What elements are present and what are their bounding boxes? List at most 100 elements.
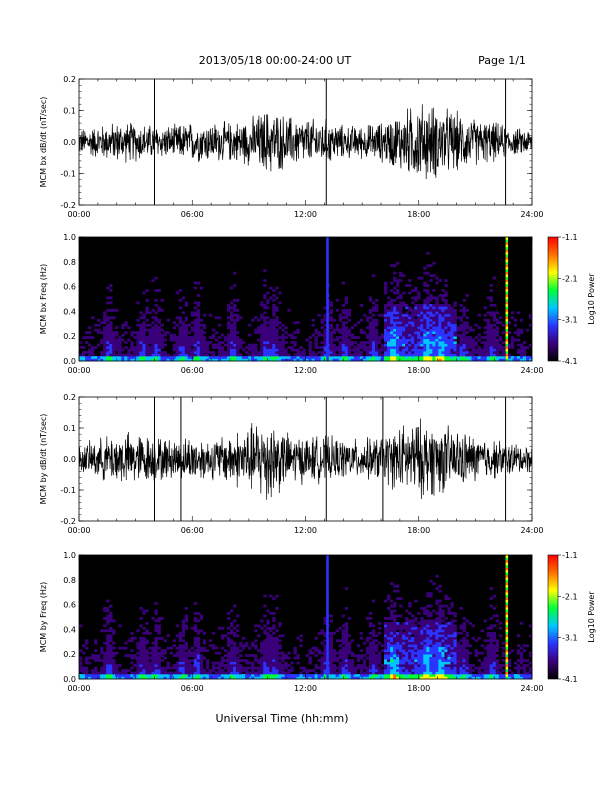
heatmap-cell: [447, 626, 451, 630]
heatmap-cell: [471, 341, 475, 344]
heatmap-cell: [154, 341, 158, 344]
heatmap-cell: [230, 301, 234, 305]
heatmap-cell: [441, 311, 445, 315]
heatmap-cell: [154, 639, 158, 643]
heatmap-cell: [109, 639, 113, 643]
heatmap-cell: [251, 669, 255, 672]
heatmap-cell: [356, 356, 361, 359]
heatmap-cell: [450, 624, 454, 628]
heatmap-cell: [82, 671, 86, 675]
heatmap-cell: [486, 333, 491, 337]
heatmap-cell: [441, 294, 445, 297]
x-tick-label: 18:00: [407, 526, 430, 535]
heatmap-cell: [121, 669, 125, 672]
heatmap-cell: [214, 661, 219, 665]
heatmap-cell: [377, 631, 382, 635]
heatmap-cell: [139, 664, 143, 667]
heatmap-cell: [151, 669, 155, 672]
heatmap-cell: [260, 343, 264, 347]
heatmap-cell: [459, 351, 463, 354]
heatmap-cell: [393, 311, 397, 315]
heatmap-cell: [344, 656, 349, 660]
heatmap-cell: [362, 343, 367, 347]
heatmap-cell: [302, 356, 306, 359]
heatmap-cell: [450, 313, 454, 317]
heatmap-cell: [263, 664, 267, 667]
heatmap-cell: [420, 358, 424, 362]
heatmap-cell: [335, 674, 340, 677]
heatmap-cell: [226, 674, 231, 677]
heatmap-cell: [175, 669, 179, 672]
heatmap-cell: [429, 612, 433, 615]
heatmap-cell: [157, 333, 161, 337]
heatmap-cell: [332, 353, 336, 357]
heatmap-cell: [314, 671, 318, 675]
heatmap-cell: [384, 666, 388, 670]
heatmap-cell: [426, 356, 430, 359]
heatmap-spike-cell: [326, 356, 329, 359]
heatmap-cell: [226, 343, 231, 347]
colorbar-tick-label: -2.1: [562, 274, 578, 283]
heatmap-cell: [106, 661, 110, 665]
heatmap-cell: [350, 341, 355, 344]
heatmap-cell: [414, 646, 418, 650]
heatmap-cell: [199, 629, 204, 633]
heatmap-cell: [160, 671, 164, 675]
heatmap-cell: [353, 341, 358, 344]
heatmap-cell: [109, 614, 113, 618]
heatmap-cell: [480, 353, 484, 357]
heatmap-cell: [97, 671, 101, 675]
heatmap-cell: [362, 666, 367, 670]
heatmap-cell: [290, 661, 294, 665]
heatmap-cell: [432, 644, 436, 648]
heatmap-cell: [136, 646, 140, 650]
heatmap-cell: [296, 348, 300, 352]
heatmap-cell: [139, 358, 143, 362]
heatmap-cell: [396, 316, 400, 320]
y-tick-label: 0.8: [63, 258, 76, 267]
heatmap-cell: [344, 649, 349, 653]
heatmap-cell: [91, 348, 95, 352]
heatmap-cell: [429, 303, 433, 307]
heatmap-cell: [396, 318, 400, 322]
heatmap-cell: [399, 271, 403, 275]
heatmap-cell: [441, 356, 445, 359]
heatmap-cell: [154, 626, 158, 630]
heatmap-cell: [205, 676, 210, 680]
heatmap-cell: [190, 338, 195, 342]
heatmap-cell: [387, 308, 391, 312]
heatmap-cell: [154, 619, 158, 623]
heatmap-cell: [157, 636, 161, 640]
heatmap-cell: [423, 609, 427, 613]
heatmap-cell: [211, 669, 216, 672]
heatmap-cell: [492, 348, 497, 352]
heatmap-cell: [251, 671, 255, 675]
heatmap-cell: [190, 646, 195, 650]
heatmap-cell: [459, 348, 463, 352]
heatmap-cell: [465, 676, 469, 680]
heatmap-cell: [320, 641, 324, 645]
heatmap-cell: [423, 323, 427, 327]
heatmap-cell: [420, 619, 424, 623]
heatmap-cell: [450, 343, 454, 347]
heatmap-cell: [109, 669, 113, 672]
heatmap-cell: [193, 333, 198, 337]
heatmap-cell: [414, 676, 418, 680]
heatmap-cell: [160, 617, 164, 620]
heatmap-cell: [257, 353, 261, 357]
heatmap-spike-cell: [326, 291, 329, 295]
heatmap-cell: [390, 301, 394, 305]
heatmap-cell: [329, 674, 333, 677]
heatmap-cell: [399, 346, 403, 349]
heatmap-cell: [435, 353, 439, 357]
heatmap-cell: [178, 358, 182, 362]
heatmap-cell: [199, 333, 204, 337]
heatmap-cell: [139, 666, 143, 670]
heatmap-cell: [199, 654, 204, 657]
heatmap-cell: [365, 636, 370, 640]
heatmap-cell: [278, 336, 282, 339]
heatmap-cell: [142, 666, 146, 670]
heatmap-cell: [438, 612, 442, 615]
heatmap-cell: [387, 303, 391, 307]
